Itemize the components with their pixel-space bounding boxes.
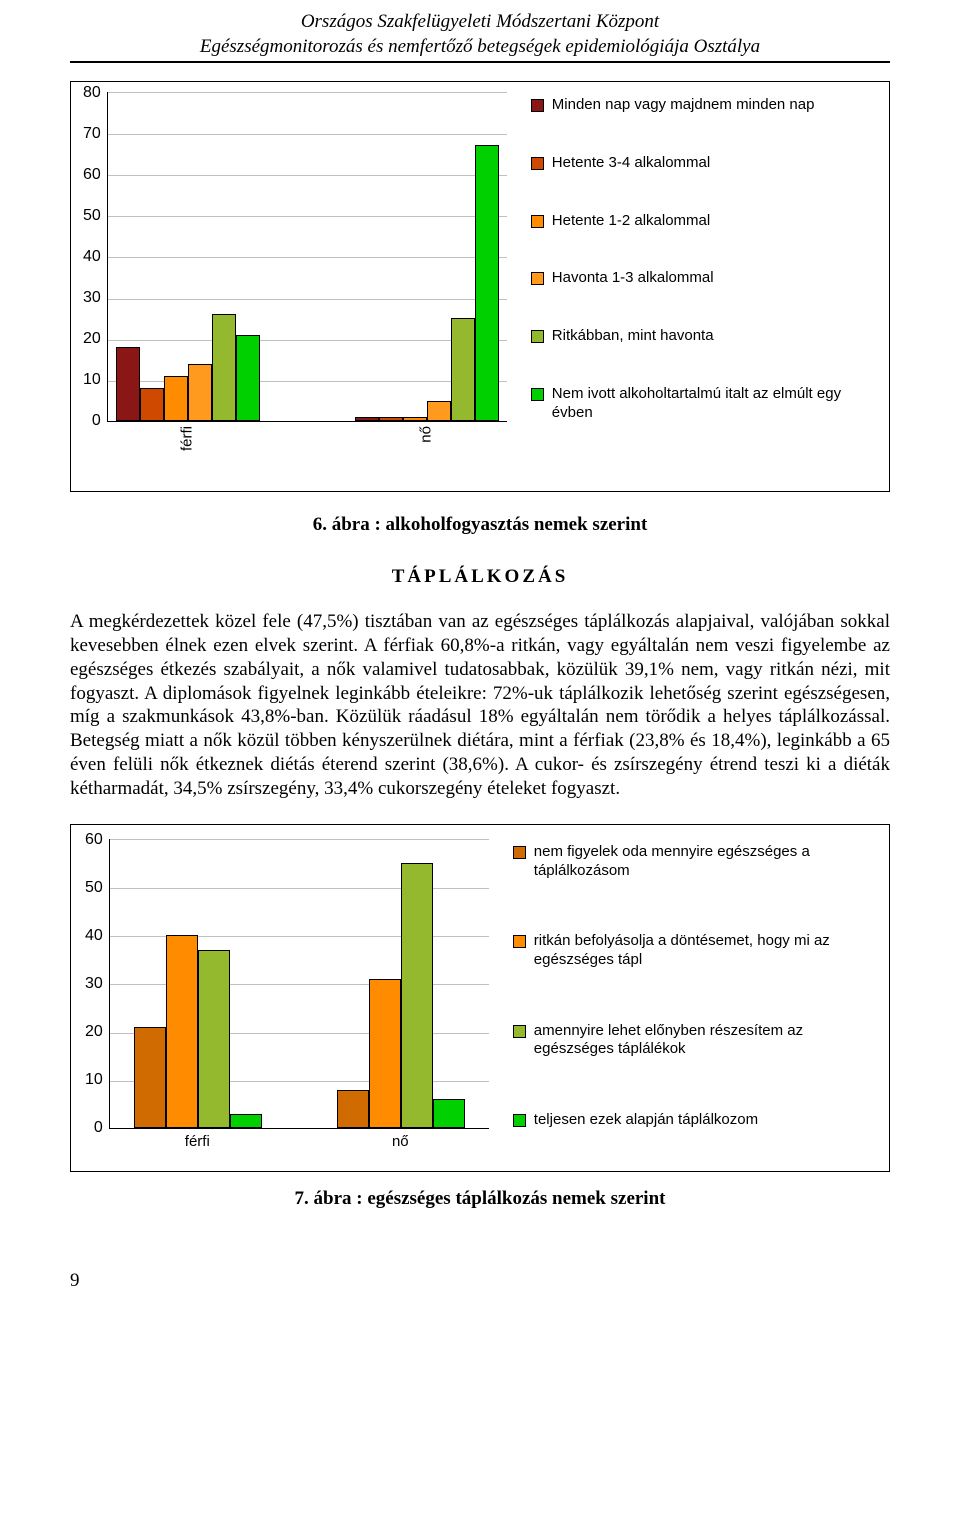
y-tick: 40: [85, 927, 103, 945]
legend-item: ritkán befolyásolja a döntésemet, hogy m…: [513, 932, 875, 970]
bar: [427, 401, 451, 422]
y-tick: 20: [83, 330, 101, 348]
bar-group: [134, 935, 262, 1128]
chart1-plot: [107, 92, 507, 422]
section-title: TÁPLÁLKOZÁS: [70, 566, 890, 588]
bar-group: [116, 314, 260, 421]
x-label: férfi: [179, 426, 196, 451]
header-line1: Országos Szakfelügyeleti Módszertani Köz…: [70, 10, 890, 35]
legend-swatch: [531, 388, 544, 401]
chart2-y-axis: 60 50 40 30 20 10 0: [85, 831, 109, 1137]
legend-swatch: [531, 215, 544, 228]
bar: [403, 417, 427, 421]
legend-swatch: [531, 330, 544, 343]
body-paragraph: A megkérdezettek közel fele (47,5%) tisz…: [70, 610, 890, 800]
bar: [212, 314, 236, 421]
legend-label: nem figyelek oda mennyire egészséges a t…: [534, 843, 875, 881]
header-line2: Egészségmonitorozás és nemfertőző betegs…: [70, 35, 890, 60]
bar: [230, 1114, 262, 1129]
bar: [451, 318, 475, 421]
chart1-container: 80 70 60 50 40 30 20 10 0 férfi nő Minden nap vag…: [70, 81, 890, 492]
bar-group: [337, 863, 465, 1129]
bar: [116, 347, 140, 421]
bar: [188, 364, 212, 422]
y-tick: 70: [83, 125, 101, 143]
x-label: nő: [418, 426, 435, 443]
legend-label: Nem ivott alkoholtartalmú italt az elmúl…: [552, 385, 877, 423]
y-tick: 10: [83, 371, 101, 389]
y-tick: 50: [85, 879, 103, 897]
legend-label: Ritkábban, mint havonta: [552, 327, 714, 346]
legend-item: amennyire lehet előnyben részesítem az e…: [513, 1022, 875, 1060]
chart1-y-axis: 80 70 60 50 40 30 20 10 0: [83, 84, 107, 430]
page-header: Országos Szakfelügyeleti Módszertani Köz…: [70, 10, 890, 63]
y-tick: 60: [85, 831, 103, 849]
bar: [164, 376, 188, 421]
chart2-x-labels: férfi nő: [109, 1133, 489, 1155]
legend-label: teljesen ezek alapján táplálkozom: [534, 1111, 758, 1130]
legend-label: Minden nap vagy majdnem minden nap: [552, 96, 815, 115]
y-tick: 80: [83, 84, 101, 102]
chart2-plot: [109, 839, 489, 1129]
legend-swatch: [513, 1025, 526, 1038]
y-tick: 0: [85, 1119, 103, 1137]
y-tick: 40: [83, 248, 101, 266]
y-tick: 50: [83, 207, 101, 225]
legend-item: Hetente 3-4 alkalommal: [531, 154, 877, 173]
legend-item: Havonta 1-3 alkalommal: [531, 269, 877, 288]
y-tick: 30: [85, 975, 103, 993]
legend-label: Hetente 3-4 alkalommal: [552, 154, 710, 173]
bar: [198, 950, 230, 1129]
y-tick: 0: [83, 412, 101, 430]
chart1-legend: Minden nap vagy majdnem minden nap Hetent…: [507, 92, 877, 422]
bar: [166, 935, 198, 1128]
chart2-caption: 7. ábra : egészséges táplálkozás nemek s…: [70, 1188, 890, 1210]
legend-swatch: [531, 157, 544, 170]
legend-swatch: [531, 272, 544, 285]
bar: [475, 145, 499, 421]
legend-label: amennyire lehet előnyben részesítem az e…: [534, 1022, 875, 1060]
legend-item: Nem ivott alkoholtartalmú italt az elmúl…: [531, 385, 877, 423]
bar: [401, 863, 433, 1129]
bar: [134, 1027, 166, 1129]
bar: [236, 335, 260, 422]
bar: [355, 417, 379, 421]
legend-item: Ritkábban, mint havonta: [531, 327, 877, 346]
page-number: 9: [70, 1270, 890, 1292]
legend-label: Hetente 1-2 alkalommal: [552, 212, 710, 231]
legend-item: nem figyelek oda mennyire egészséges a t…: [513, 843, 875, 881]
chart1-x-labels: férfi nő: [107, 426, 507, 479]
y-tick: 30: [83, 289, 101, 307]
legend-swatch: [531, 99, 544, 112]
bar: [337, 1090, 369, 1129]
chart2-container: 60 50 40 30 20 10 0 férfi nő nem figyelek oda m…: [70, 824, 890, 1172]
y-tick: 60: [83, 166, 101, 184]
legend-item: teljesen ezek alapján táplálkozom: [513, 1111, 875, 1130]
bar: [140, 388, 164, 421]
y-tick: 20: [85, 1023, 103, 1041]
y-tick: 10: [85, 1071, 103, 1089]
legend-label: ritkán befolyásolja a döntésemet, hogy m…: [534, 932, 875, 970]
legend-swatch: [513, 846, 526, 859]
chart2-legend: nem figyelek oda mennyire egészséges a t…: [489, 839, 875, 1129]
bar: [369, 979, 401, 1129]
bar-group: [355, 145, 499, 421]
legend-swatch: [513, 1114, 526, 1127]
x-label: férfi: [185, 1133, 210, 1150]
bar: [433, 1099, 465, 1128]
x-label: nő: [392, 1133, 409, 1150]
legend-label: Havonta 1-3 alkalommal: [552, 269, 714, 288]
legend-item: Hetente 1-2 alkalommal: [531, 212, 877, 231]
legend-swatch: [513, 935, 526, 948]
legend-item: Minden nap vagy majdnem minden nap: [531, 96, 877, 115]
chart1-caption: 6. ábra : alkoholfogyasztás nemek szerin…: [70, 514, 890, 536]
bar: [379, 417, 403, 421]
